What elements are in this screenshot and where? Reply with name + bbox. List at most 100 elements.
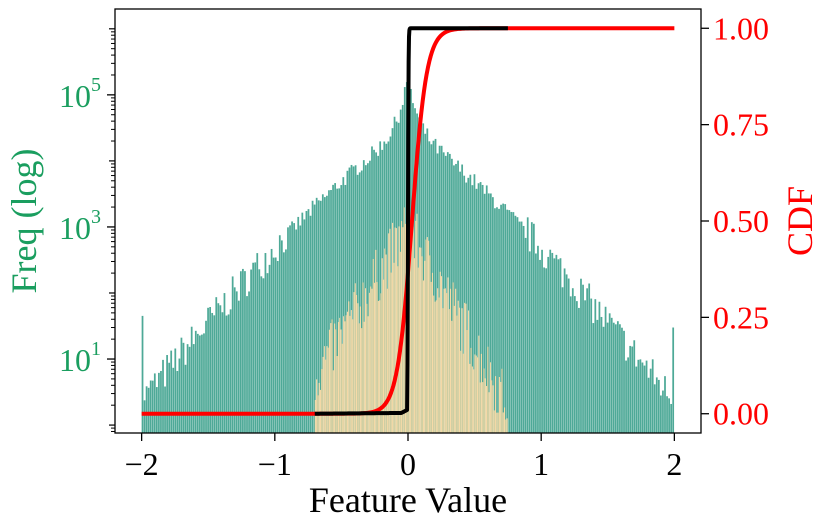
- teal-bar: [248, 291, 250, 433]
- teal-bar: [289, 225, 291, 433]
- teal-bar: [631, 346, 634, 433]
- teal-bar: [662, 390, 664, 433]
- teal-bar: [516, 217, 519, 433]
- orange-bar: [325, 359, 327, 433]
- teal-bar: [612, 322, 615, 433]
- orange-bar: [413, 258, 415, 433]
- orange-bar: [491, 380, 493, 433]
- y-left-axis-label: Freq (log): [4, 149, 44, 294]
- orange-bar: [344, 321, 346, 433]
- orange-bar: [346, 311, 349, 433]
- teal-bar: [557, 259, 560, 433]
- teal-bar: [535, 253, 537, 433]
- teal-bar: [207, 307, 209, 433]
- teal-bar: [211, 312, 214, 433]
- teal-bar: [639, 359, 642, 433]
- teal-bar: [627, 357, 629, 433]
- teal-bar: [403, 87, 406, 433]
- teal-bar: [199, 335, 201, 433]
- teal-bar: [326, 195, 328, 433]
- orange-bar: [316, 379, 318, 433]
- teal-bar: [475, 188, 478, 433]
- orange-bar: [469, 363, 471, 433]
- teal-bar: [180, 337, 183, 433]
- teal-bar: [268, 264, 271, 433]
- orange-bar: [321, 369, 323, 433]
- y-right-tick-label: 0.00: [713, 396, 769, 432]
- teal-bar: [438, 145, 441, 433]
- teal-bar: [348, 167, 351, 434]
- x-tick-label: −2: [125, 446, 159, 482]
- orange-bar: [397, 266, 399, 433]
- x-tick-label: −1: [258, 446, 292, 482]
- teal-bar: [660, 395, 662, 433]
- teal-bar: [532, 223, 535, 433]
- teal-bar: [239, 271, 242, 433]
- teal-bar: [162, 359, 164, 433]
- teal-bar: [190, 326, 193, 433]
- orange-bar: [334, 323, 336, 433]
- teal-bar: [514, 215, 517, 433]
- orange-bar: [390, 272, 392, 433]
- orange-bar: [482, 382, 484, 433]
- orange-bar: [398, 226, 400, 433]
- teal-bar: [643, 365, 646, 433]
- teal-bar: [205, 320, 207, 433]
- teal-bar: [362, 160, 365, 433]
- orange-bar: [348, 301, 350, 433]
- orange-bar: [422, 280, 425, 433]
- teal-bar: [225, 315, 228, 433]
- teal-bar: [242, 268, 244, 433]
- teal-bar: [563, 268, 566, 433]
- orange-bar: [486, 386, 488, 433]
- orange-bar: [319, 389, 322, 433]
- orange-bar: [480, 353, 482, 433]
- teal-bar: [172, 367, 175, 433]
- teal-bar: [635, 366, 638, 433]
- teal-bar: [213, 315, 216, 433]
- teal-bar: [305, 211, 308, 433]
- orange-bar: [426, 237, 428, 433]
- teal-bar: [508, 210, 511, 433]
- teal-bar: [576, 301, 578, 433]
- orange-bar: [430, 281, 432, 433]
- teal-bar: [414, 108, 416, 433]
- orange-bar: [438, 297, 440, 433]
- teal-bar: [358, 172, 361, 434]
- orange-bar: [371, 288, 373, 433]
- teal-bar: [262, 278, 265, 433]
- orange-bar: [384, 248, 386, 433]
- teal-bar: [323, 197, 326, 433]
- orange-bar: [421, 256, 423, 433]
- y-right-axis: 0.00 0.25 0.50 0.75 1.00: [701, 10, 769, 432]
- teal-bar: [252, 262, 255, 433]
- teal-bar: [153, 373, 156, 433]
- teal-bar: [266, 273, 269, 433]
- teal-bar: [186, 344, 189, 433]
- teal-bar: [500, 204, 502, 433]
- orange-bar: [395, 228, 397, 433]
- teal-bar: [295, 229, 298, 433]
- orange-bar: [339, 317, 341, 433]
- teal-bar: [321, 194, 324, 433]
- orange-bar: [350, 310, 352, 433]
- orange-bar: [455, 288, 457, 433]
- orange-bar: [420, 247, 422, 433]
- orange-bar: [489, 362, 491, 433]
- teal-bar: [227, 314, 230, 433]
- orange-bar: [464, 302, 466, 433]
- orange-bar: [470, 347, 472, 433]
- orange-bar: [506, 418, 508, 433]
- teal-bar: [494, 208, 496, 433]
- teal-bar: [614, 324, 617, 433]
- orange-bar: [458, 307, 461, 433]
- orange-bar: [428, 240, 430, 433]
- teal-bar: [377, 155, 380, 434]
- teal-bar: [451, 158, 453, 434]
- orange-bar: [462, 353, 464, 433]
- teal-bar: [258, 269, 261, 433]
- teal-bar: [448, 153, 451, 434]
- orange-bar: [492, 385, 494, 433]
- orange-bar: [466, 330, 468, 433]
